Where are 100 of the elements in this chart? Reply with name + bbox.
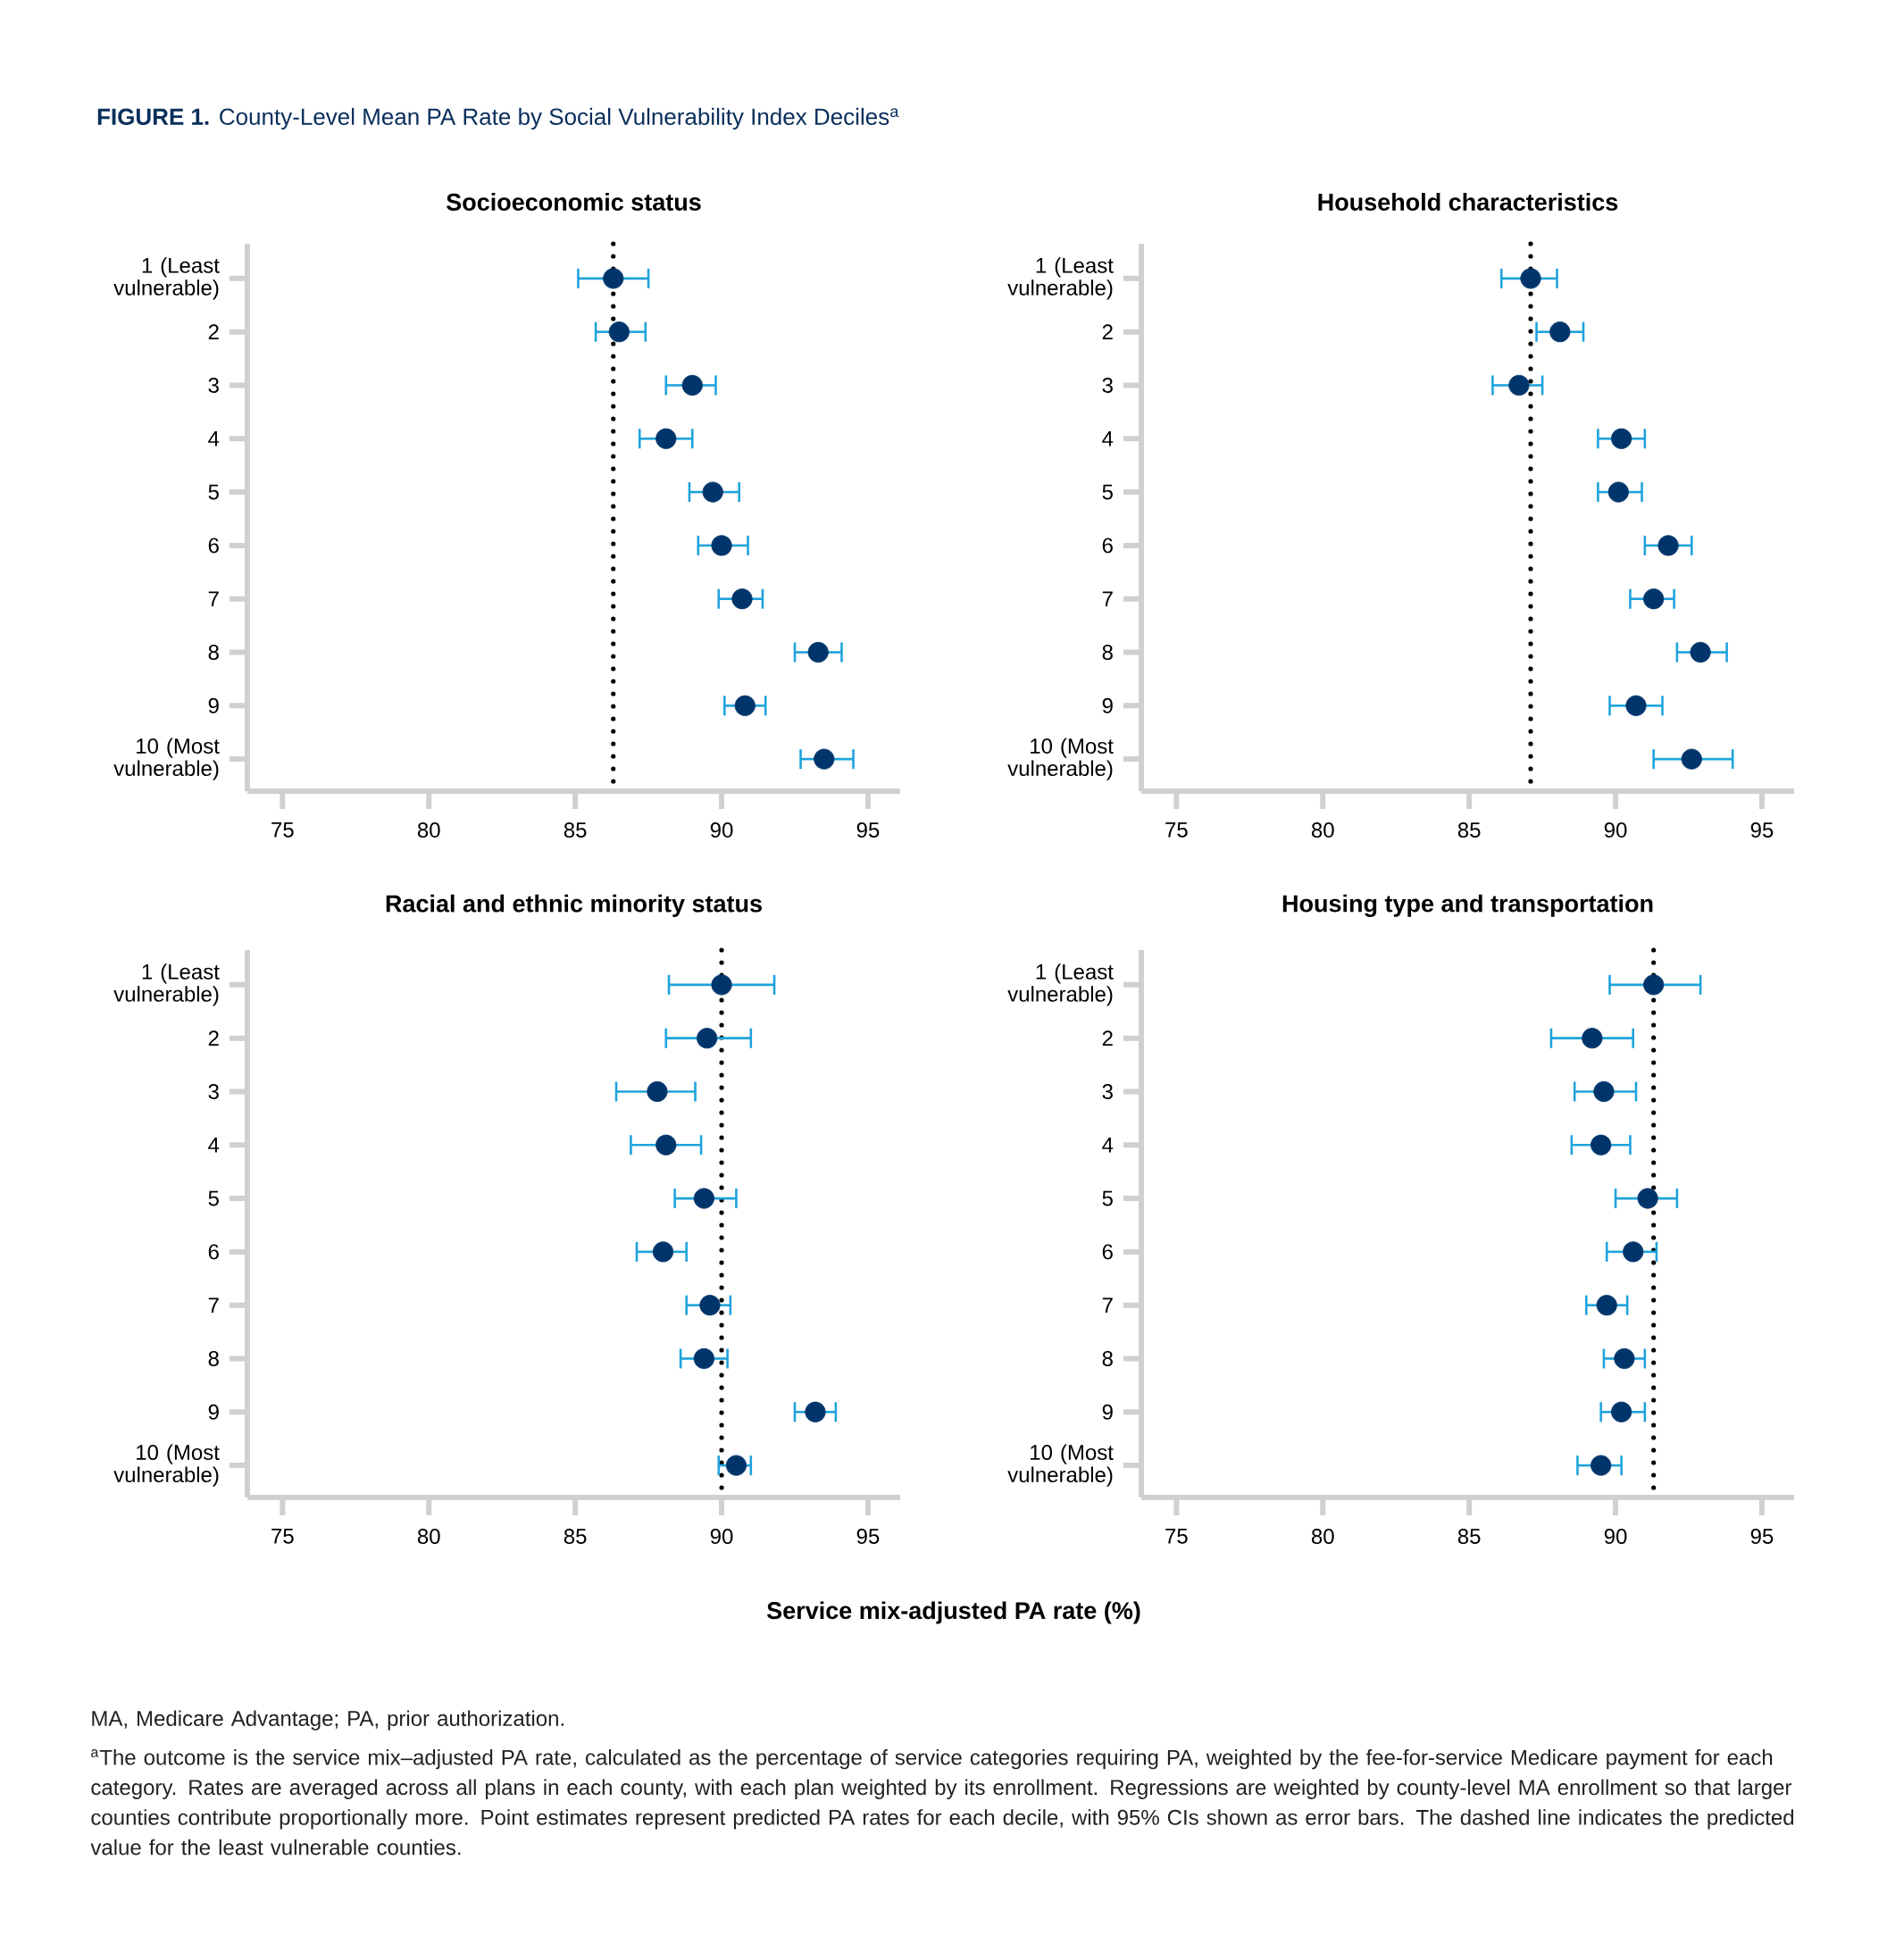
y-tick-label: 5 [1102,1190,1113,1206]
y-tick-label: 7 [208,591,219,606]
y-tick-label: 9 [1102,697,1113,713]
text: FIGURE 1. County-Level Mean PA Rate by Social Vulnerability Index Deciles$^{a}$ [97,107,899,130]
point [1596,1295,1617,1316]
y-tick-label: 1 (Least vulnerable) [1007,257,1114,300]
x-tick-label: 80 [1311,822,1334,838]
point [807,641,829,663]
y-tick-label: 1 (Least vulnerable) [1007,963,1114,1006]
text: $^{a}$The outcome is the service mix–adjusted PA rate, calculated as the percentage of service categories requiring PA, weighted by the fee-for-service Medicare payment for each category. Rates are averaged across all plans in each county, with each plan weighted by its enrollment. Regressions are weighted by county-level MA enrollment so that larger counties contribute proportionally more. Point estimates represent predicted PA rates for each decile, with 95% CIs shown as error bars. The dashed line indicates the predicted value for the least vulnerable counties. [90,1749,1794,1856]
point [693,1188,714,1209]
point [1591,1134,1612,1155]
x-tick-label: 85 [1457,822,1481,838]
y-tick-label: 8 [1102,1351,1113,1366]
y-tick-label: 6 [1102,538,1113,554]
y-tick-label: 4 [1102,1138,1114,1153]
y-tick-label: 7 [208,1297,219,1313]
point [1582,1028,1603,1049]
point [699,1295,721,1316]
point [1690,641,1711,663]
point [1614,1347,1635,1370]
y-tick-label: 4 [1102,431,1114,446]
point [1611,1401,1632,1422]
y-tick-label: 7 [1102,591,1113,606]
point [655,1134,677,1155]
y-tick-label: 6 [1102,1244,1113,1260]
y-tick-label: 5 [208,484,219,500]
y-tick-label: 2 [208,1030,219,1047]
point [731,588,753,610]
y-tick-label: 4 [208,1138,220,1153]
y-tick-label: 3 [1102,1083,1113,1099]
y-tick-label: 10 (Most vulnerable) [1007,1444,1114,1487]
y-tick-label: 4 [208,431,220,446]
y-tick-label: 5 [1102,484,1113,500]
point [814,748,835,770]
x-tick-label: 80 [417,822,440,838]
y-tick-label: 10 (Most vulnerable) [1007,738,1114,780]
point [711,535,732,556]
chart-title: Socioeconomic status [447,193,701,211]
y-tick-label: 8 [208,1351,219,1366]
x-tick-label: 85 [1457,1529,1481,1545]
x-tick-label: 75 [1165,822,1188,838]
point [697,1028,718,1049]
x-tick-label: 90 [1604,822,1627,838]
y-tick-label: 8 [208,645,219,660]
point [603,268,624,289]
x-tick-label: 90 [710,1529,733,1545]
point [805,1401,826,1422]
y-tick-label: 3 [208,1083,219,1099]
x-tick-label: 80 [1311,1529,1334,1545]
point [693,1347,714,1370]
y-tick-label: 9 [1102,1404,1113,1420]
y-tick-label: 2 [1102,324,1113,340]
x-tick-label: 90 [710,822,733,838]
x-tick-label: 85 [564,822,587,838]
y-tick-label: 2 [208,324,219,340]
x-tick-label: 75 [1165,1529,1188,1544]
point [1508,374,1530,396]
x-tick-label: 95 [1750,822,1774,838]
x-tick-label: 90 [1604,1529,1627,1545]
x-tick-label: 85 [564,1529,587,1545]
point [711,974,732,996]
point [1520,268,1541,289]
y-tick-label: 1 (Least vulnerable) [113,963,220,1006]
y-tick-label: 5 [208,1190,219,1206]
point [608,321,630,343]
y-tick-label: 6 [208,1244,219,1260]
point [1591,1455,1612,1476]
point [652,1241,674,1263]
x-axis-title: Service mix-adjusted PA rate (%) [766,1601,1140,1624]
point [725,1455,747,1476]
y-tick-label: 2 [1102,1030,1113,1047]
x-tick-label: 95 [1750,1529,1774,1545]
point [1623,1241,1644,1263]
chart-title: Household characteristics [1318,193,1618,211]
y-tick-label: 10 (Most vulnerable) [113,1444,220,1487]
x-tick-label: 95 [856,1529,880,1545]
x-tick-label: 75 [271,822,294,838]
point [1625,695,1647,716]
text: MA, Medicare Advantage; PA, prior authorization. [92,1710,564,1731]
point [1607,481,1629,503]
x-tick-label: 95 [856,822,880,838]
point [1611,428,1632,449]
point [734,695,756,716]
y-tick-label: 9 [208,1404,219,1420]
y-tick-label: 3 [208,377,219,393]
chart-title: Housing type and transportation [1282,894,1653,917]
y-tick-label: 10 (Most vulnerable) [113,738,220,780]
x-tick-label: 80 [417,1529,440,1545]
point [1637,1188,1658,1209]
point [1549,321,1571,343]
point [647,1080,668,1103]
chart-title: Racial and ethnic minority status [386,894,762,917]
point [1643,588,1665,610]
point [655,428,677,449]
y-tick-label: 1 (Least vulnerable) [113,257,220,300]
point [1657,535,1679,556]
y-tick-label: 3 [1102,377,1113,393]
y-tick-label: 6 [208,538,219,554]
point [702,481,723,503]
